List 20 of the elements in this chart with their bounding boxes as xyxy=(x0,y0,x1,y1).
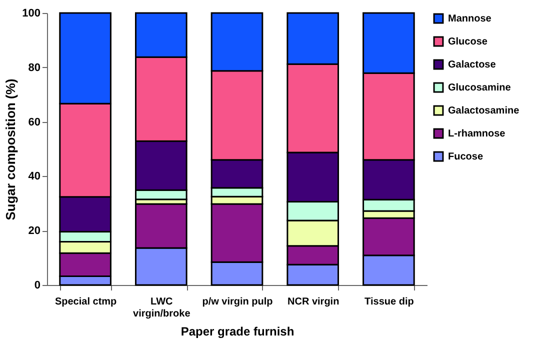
x-tick-label: LWC virgin/broke xyxy=(133,296,191,320)
y-tick-label: 100 xyxy=(22,8,40,20)
legend-label: Fucose xyxy=(448,152,484,162)
legend-label: Galactose xyxy=(448,60,496,70)
x-axis-title: Paper grade furnish xyxy=(180,324,294,338)
legend-label: Glucosamine xyxy=(448,82,512,94)
y-tick-label: 80 xyxy=(28,62,40,74)
y-tick-label: 40 xyxy=(28,170,40,183)
x-tick-label: p/w virgin pulp xyxy=(202,296,273,308)
y-tick-label: 0 xyxy=(34,280,40,292)
y-tick-label: 60 xyxy=(28,116,40,128)
y-axis-title: Sugar composition (%) xyxy=(3,78,18,220)
legend-label: L-rhamnose xyxy=(448,128,506,140)
x-tick-label: Tissue dip xyxy=(364,296,414,308)
x-tick-label: Special ctmp xyxy=(54,296,117,308)
legend-label: Glucose xyxy=(448,36,488,48)
y-tick-label: 20 xyxy=(28,225,40,238)
x-tick-label: NCR virgin xyxy=(288,296,340,308)
legend-label: Galactosamine xyxy=(448,106,520,116)
legend-label: Mannose xyxy=(448,14,492,24)
